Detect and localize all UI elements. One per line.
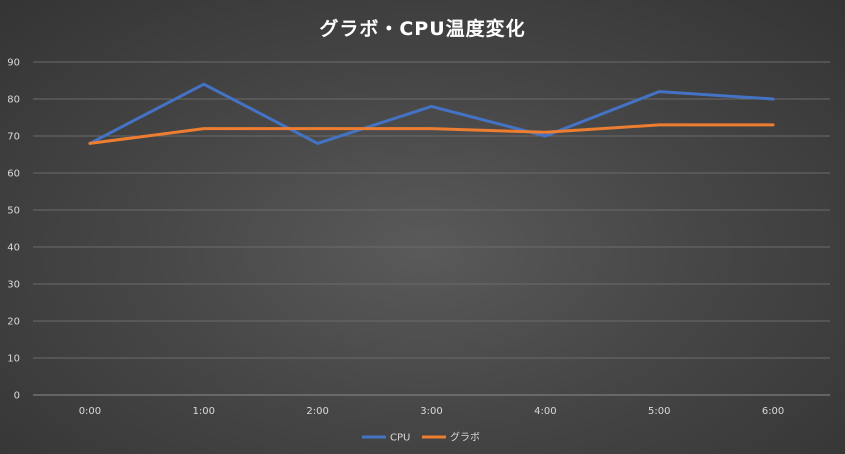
y-tick-label: 20 [7, 317, 20, 328]
series-line-cpu [88, 82, 775, 145]
legend: CPU グラボ [362, 431, 480, 444]
series-lines [88, 82, 775, 145]
series-line-gpu [88, 123, 775, 145]
y-tick-label: 30 [7, 280, 20, 291]
y-tick-label: 50 [7, 206, 20, 217]
x-tick-label: 0:00 [79, 406, 101, 417]
legend-label-gpu: グラボ [450, 431, 480, 444]
y-tick-label: 60 [7, 169, 20, 180]
y-tick-label: 10 [7, 354, 20, 365]
legend-label-cpu: CPU [390, 433, 410, 444]
x-tick-label: 2:00 [306, 406, 328, 417]
y-tick-label: 80 [7, 95, 20, 106]
x-tick-label: 3:00 [420, 406, 442, 417]
x-axis-ticks: 0:00 1:00 2:00 3:00 4:00 5:00 6:00 [79, 406, 785, 417]
chart-title: グラボ・CPU温度変化 [319, 18, 526, 40]
x-tick-label: 5:00 [648, 406, 670, 417]
y-tick-label: 0 [14, 391, 20, 402]
y-tick-label: 70 [7, 132, 20, 143]
x-tick-label: 6:00 [762, 406, 784, 417]
y-axis-ticks: 0 10 20 30 40 50 60 70 80 90 [7, 58, 20, 402]
grid-lines [33, 61, 830, 396]
y-tick-label: 90 [7, 58, 20, 69]
x-tick-label: 4:00 [534, 406, 556, 417]
y-tick-label: 40 [7, 243, 20, 254]
x-tick-label: 1:00 [193, 406, 215, 417]
